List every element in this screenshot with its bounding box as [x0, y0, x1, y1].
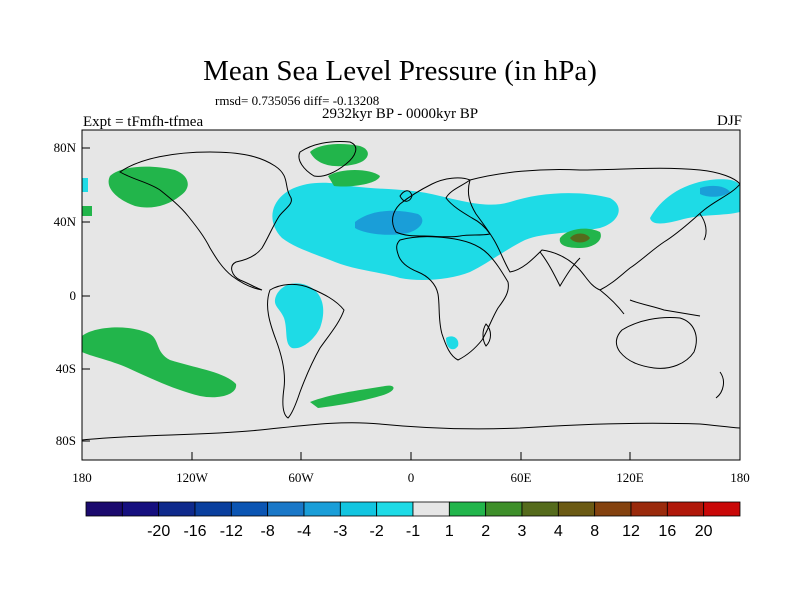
- y-tick-label: 80S: [56, 433, 76, 448]
- colorbar-label: 3: [518, 523, 527, 540]
- colorbar-label: 16: [658, 523, 676, 540]
- period-label: 2932kyr BP - 0000kyr BP: [322, 106, 479, 122]
- colorbar: [85, 501, 741, 517]
- colorbar-swatch: [485, 501, 523, 517]
- colorbar-label: -16: [183, 523, 206, 540]
- colorbar-swatch: [85, 501, 123, 517]
- coastline-asia: [467, 167, 740, 291]
- experiment-label: Expt = tFmfh-tfmea: [83, 114, 204, 130]
- colorbar-swatch: [521, 501, 559, 517]
- colorbar-label: 1: [445, 523, 454, 540]
- coastline-uk: [399, 190, 413, 202]
- map-panel: [82, 130, 740, 460]
- season-label: DJF: [716, 113, 742, 129]
- page-title: Mean Sea Level Pressure (in hPa): [203, 55, 597, 87]
- colorbar-label: 12: [622, 523, 640, 540]
- x-tick-label: 120E: [616, 470, 644, 485]
- anomaly-region-negative-africa: [446, 336, 459, 350]
- colorbar-swatch: [630, 501, 668, 517]
- colorbar-swatch: [557, 501, 596, 517]
- anomaly-region-negative-core: [355, 210, 423, 235]
- anomaly-region-negative-nwpacific-core: [700, 185, 730, 197]
- y-tick-label: 80N: [54, 140, 77, 155]
- coastline-southeast-asia: [599, 289, 701, 317]
- coastline-new-zealand: [715, 371, 724, 399]
- anomaly-region-negative-southamerica: [274, 283, 324, 349]
- anomaly-region-positive-satlantic: [310, 385, 394, 408]
- anomaly-region-positive-arctic: [328, 170, 380, 187]
- axis-ticks: [81, 147, 741, 460]
- stats-label: rmsd= 0.735056 diff= -0.13208: [215, 93, 380, 108]
- coastline-australia: [615, 317, 697, 369]
- coastline-europe: [392, 177, 491, 238]
- anomaly-region-positive-westedge: [82, 206, 92, 216]
- colorbar-swatch: [594, 501, 632, 517]
- colorbar-label: 20: [695, 523, 713, 540]
- anomaly-region-positive-spacific: [82, 327, 237, 398]
- colorbar-label: 2: [481, 523, 490, 540]
- colorbar-label: -1: [406, 523, 420, 540]
- colorbar-label: 4: [554, 523, 563, 540]
- anomaly-region-negative-westedge: [82, 178, 88, 192]
- anomaly-region-positive-tibet-core: [570, 233, 590, 243]
- anomaly-field: [82, 144, 740, 408]
- colorbar-label: -8: [261, 523, 275, 540]
- anomaly-region-negative-eurasia: [272, 182, 619, 280]
- coastline-japan: [699, 213, 707, 241]
- colorbar-label: -2: [370, 523, 384, 540]
- y-tick-label: 0: [70, 288, 77, 303]
- colorbar-swatch: [194, 501, 232, 517]
- colorbar-swatch: [230, 501, 269, 517]
- coastline-greenland: [298, 141, 357, 177]
- y-tick-label: 40S: [56, 361, 76, 376]
- coastline-africa: [396, 236, 509, 361]
- x-axis-labels: 180 120W 60W 0 60E 120E 180: [72, 470, 750, 485]
- colorbar-swatch: [703, 501, 741, 517]
- colorbar-swatch: [158, 501, 196, 517]
- colorbar-label: 8: [590, 523, 599, 540]
- colorbar-label: -12: [220, 523, 243, 540]
- x-tick-label: 60W: [288, 470, 314, 485]
- x-tick-label: 0: [408, 470, 415, 485]
- coastline-madagascar: [482, 323, 491, 347]
- anomaly-region-positive-greenland: [310, 144, 368, 167]
- colorbar-labels: -20 -16 -12 -8 -4 -3 -2 -1 1 2 3 4 8 12 16 20: [147, 523, 713, 540]
- x-tick-label: 180: [730, 470, 750, 485]
- colorbar-swatch: [448, 501, 487, 517]
- coastlines: [82, 141, 740, 441]
- colorbar-swatch: [121, 501, 160, 517]
- colorbar-label: -20: [147, 523, 170, 540]
- y-axis-labels: 80N 40N 0 40S 80S: [54, 140, 77, 448]
- colorbar-swatch: [339, 501, 378, 517]
- x-tick-label: 60E: [511, 470, 532, 485]
- colorbar-label: -4: [297, 523, 311, 540]
- coastline-south-america: [267, 283, 345, 419]
- colorbar-label: -3: [333, 523, 347, 540]
- coastline-north-america: [119, 151, 292, 291]
- colorbar-swatch: [267, 501, 305, 517]
- colorbar-swatch: [376, 501, 414, 517]
- coastline-antarctica: [82, 422, 740, 441]
- anomaly-region-positive-npacific: [108, 166, 188, 208]
- colorbar-swatch: [303, 501, 341, 517]
- coastline-india: [539, 251, 581, 288]
- x-tick-label: 120W: [176, 470, 209, 485]
- x-tick-label: 180: [72, 470, 92, 485]
- y-tick-label: 40N: [54, 214, 77, 229]
- colorbar-swatch: [412, 501, 450, 517]
- colorbar-swatch: [666, 501, 705, 517]
